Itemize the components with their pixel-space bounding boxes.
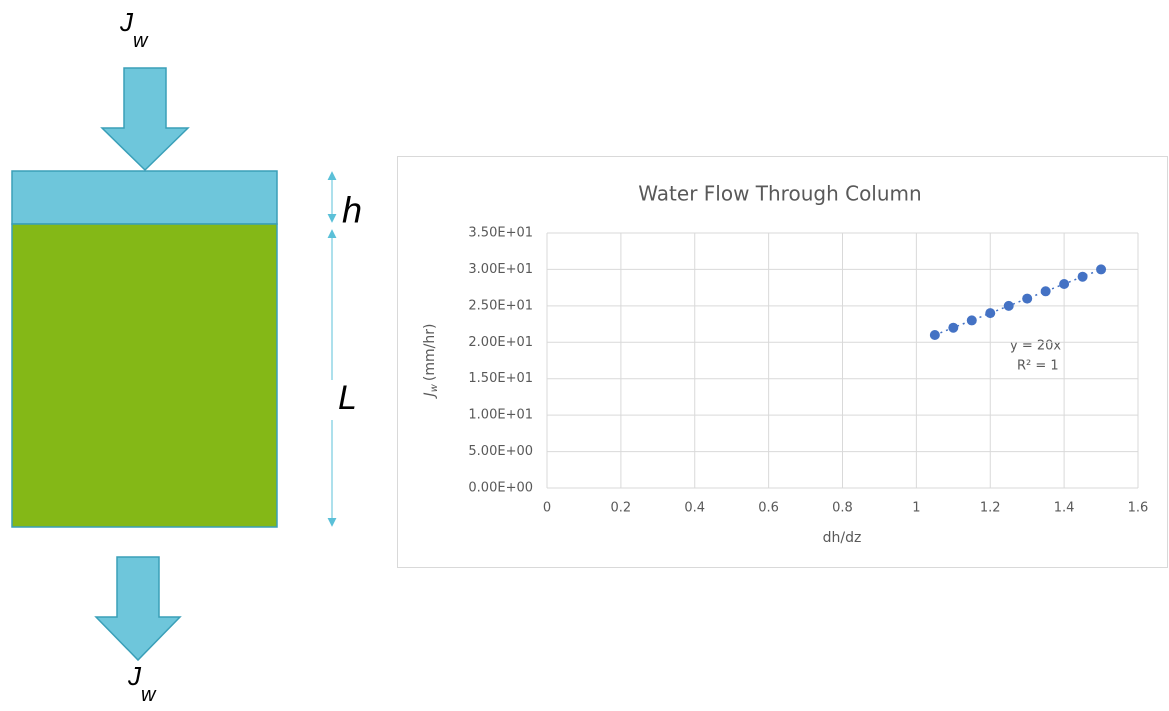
x-tick-label: 0.2 bbox=[611, 501, 632, 516]
inflow-subscript: w bbox=[133, 30, 149, 52]
outflow-label: Jw bbox=[127, 661, 157, 706]
outflow-subscript: w bbox=[141, 684, 157, 706]
column-diagram: Jw h L Jw bbox=[12, 7, 362, 706]
x-tick-label: 0.8 bbox=[832, 501, 853, 516]
x-tick-label: 0.4 bbox=[684, 501, 705, 516]
data-point bbox=[1022, 294, 1032, 304]
y-label-unit: (mm/hr) bbox=[422, 324, 438, 382]
data-point bbox=[948, 323, 958, 333]
chart-title: Water Flow Through Column bbox=[638, 182, 921, 206]
data-point bbox=[1004, 301, 1014, 311]
y-tick-label: 1.00E+01 bbox=[468, 408, 533, 423]
data-point bbox=[1059, 279, 1069, 289]
y-tick-label: 0.00E+00 bbox=[468, 481, 533, 496]
x-tick-label: 1.6 bbox=[1128, 501, 1149, 516]
x-tick-label: 1.4 bbox=[1054, 501, 1075, 516]
data-point bbox=[1041, 286, 1051, 296]
inflow-label: Jw bbox=[119, 7, 149, 52]
soil-column bbox=[12, 224, 277, 527]
ponded-water bbox=[12, 171, 277, 224]
head-label: h bbox=[342, 190, 362, 231]
inflow-symbol: J bbox=[119, 7, 134, 37]
trend-r-squared: R² = 1 bbox=[1017, 359, 1059, 374]
trend-equation: y = 20x bbox=[1010, 339, 1061, 354]
x-tick-label: 1 bbox=[912, 501, 920, 516]
x-axis-label: dh/dz bbox=[823, 530, 862, 546]
x-tick-label: 1.2 bbox=[980, 501, 1001, 516]
page: Jw h L Jw Water Flow Through Column dh/d… bbox=[0, 0, 1169, 707]
y-label-subscript: w bbox=[429, 383, 440, 392]
inflow-arrow bbox=[102, 68, 188, 170]
length-label: L bbox=[338, 379, 357, 417]
data-point bbox=[930, 330, 940, 340]
outflow-symbol: J bbox=[127, 661, 142, 691]
data-point bbox=[967, 315, 977, 325]
x-tick-label: 0.6 bbox=[758, 501, 779, 516]
y-tick-label: 2.50E+01 bbox=[468, 298, 533, 313]
data-point bbox=[1078, 272, 1088, 282]
y-tick-label: 5.00E+00 bbox=[468, 444, 533, 459]
outflow-arrow bbox=[96, 557, 180, 660]
y-tick-label: 3.50E+01 bbox=[468, 226, 533, 241]
data-point bbox=[985, 308, 995, 318]
data-point bbox=[1096, 264, 1106, 274]
y-tick-label: 1.50E+01 bbox=[468, 371, 533, 386]
y-tick-label: 3.00E+01 bbox=[468, 262, 533, 277]
y-tick-label: 2.00E+01 bbox=[468, 335, 533, 350]
x-tick-label: 0 bbox=[543, 501, 551, 516]
